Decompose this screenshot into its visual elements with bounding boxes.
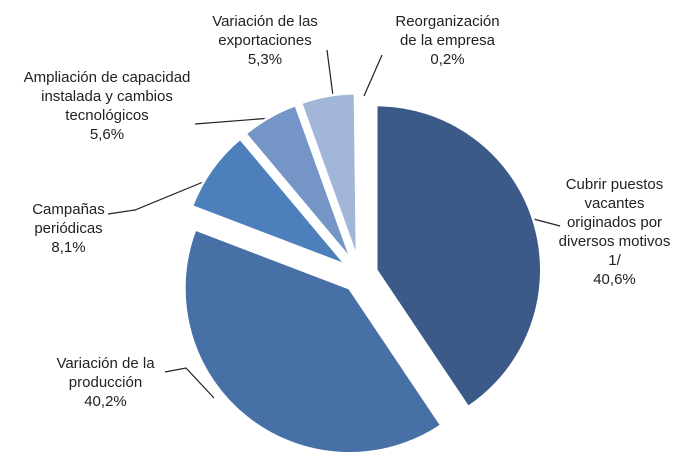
- pie-slice: [299, 92, 359, 259]
- value-label: 5,6%: [89, 126, 125, 143]
- label: Cubrir puestos vacantes originados por d…: [552, 175, 677, 289]
- leader-line: [164, 367, 215, 399]
- pie-slice: [243, 103, 353, 262]
- leader-line: [363, 54, 383, 97]
- leader-line: [107, 179, 209, 215]
- value-label: 40,2%: [84, 393, 127, 410]
- label: Ampliación de capacidad instalada y camb…: [18, 68, 196, 144]
- pie-slice: [375, 103, 543, 409]
- label: Reorganización de la empresa 0,2%: [390, 12, 505, 69]
- leader-line: [194, 117, 273, 125]
- category-label: Variación de las exportaciones: [212, 13, 318, 49]
- value-label: 5,3%: [247, 51, 283, 68]
- value-label: 8,1%: [51, 239, 86, 256]
- pie-slice: [190, 136, 351, 269]
- pie-slice: [183, 227, 444, 455]
- leader-line: [326, 49, 334, 97]
- label: Variación de las exportaciones 5,3%: [200, 12, 330, 69]
- label: Campañas periódicas 8,1%: [26, 200, 111, 257]
- category-label: Reorganización de la empresa: [395, 13, 500, 49]
- pie-slice: [356, 91, 362, 259]
- label: Variación de la producción 40,2%: [48, 354, 163, 411]
- category-label: Cubrir puestos vacantes originados por d…: [558, 176, 671, 269]
- category-label: Variación de la producción: [56, 355, 155, 391]
- value-label: 0,2%: [430, 51, 465, 68]
- category-label: Ampliación de capacidad instalada y camb…: [23, 69, 191, 124]
- value-label: 40,6%: [593, 271, 636, 288]
- category-label: Campañas periódicas: [32, 201, 105, 237]
